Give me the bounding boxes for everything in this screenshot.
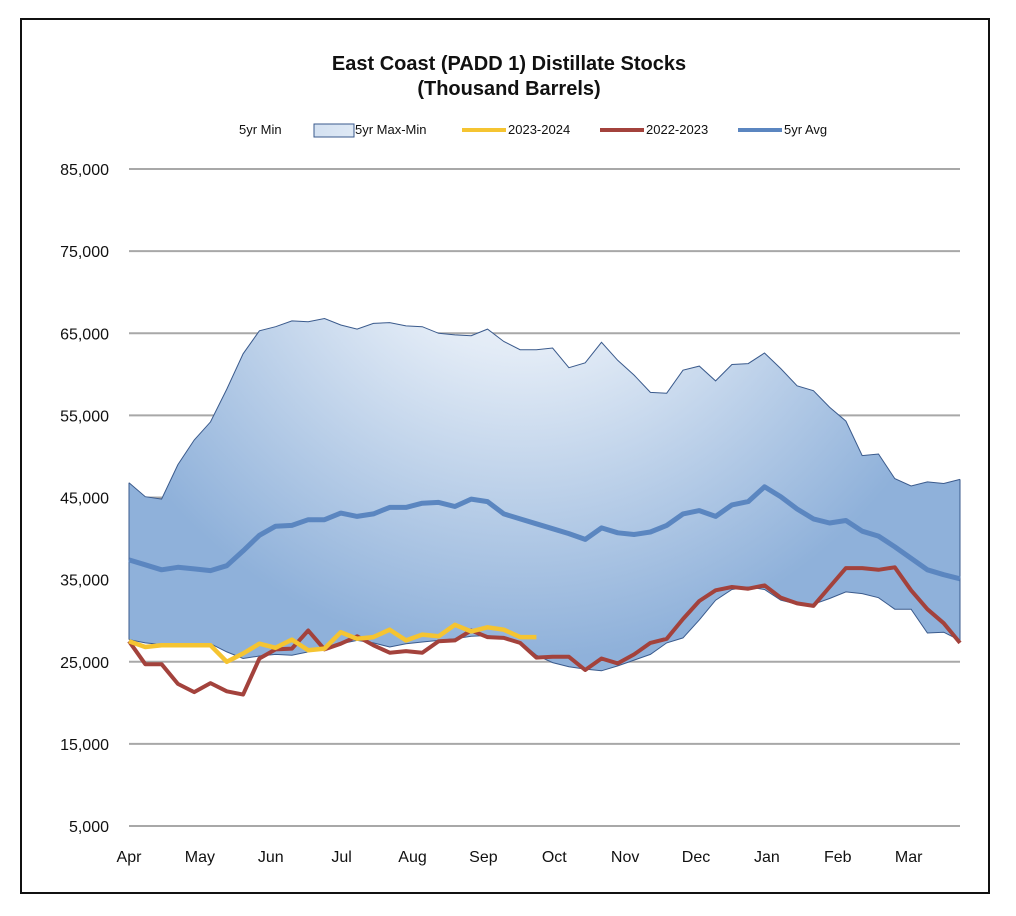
y-tick-label: 75,000: [60, 244, 109, 261]
series-2022-2023-line: [127, 565, 962, 697]
chart-title-line-1: East Coast (PADD 1) Distillate Stocks: [332, 53, 686, 75]
legend-label-2023-2024: 2023-2024: [508, 122, 570, 137]
x-tick-label: Oct: [542, 849, 567, 866]
band-5yr-max-min: [129, 318, 960, 671]
y-tick-label: 55,000: [60, 408, 109, 425]
x-tick-label: Aug: [398, 849, 426, 866]
legend-label-5yr-avg: 5yr Avg: [784, 122, 827, 137]
chart-title-line-2: (Thousand Barrels): [417, 78, 600, 100]
x-tick-label: Jan: [754, 849, 780, 866]
x-tick-label: Mar: [895, 849, 923, 866]
x-tick-label: Feb: [824, 849, 852, 866]
series-2023-2024-line: [128, 622, 537, 665]
x-axis-ticks: Apr May Jun Jul Aug Sep Oct Nov Dec Jan Feb Mar: [117, 849, 924, 866]
x-tick-label: Jul: [331, 849, 351, 866]
series-5yr-max-line: [128, 317, 961, 500]
y-tick-label: 5,000: [69, 819, 109, 836]
y-tick-label: 65,000: [60, 326, 109, 343]
x-tick-label: Apr: [117, 849, 143, 866]
legend-swatch-5yr-max-min: [313, 123, 355, 138]
y-axis-ticks: 85,000 75,000 65,000 55,000 45,000 35,000 25,0…: [60, 162, 109, 836]
y-tick-label: 45,000: [60, 491, 109, 508]
y-tick-label: 15,000: [60, 737, 109, 754]
legend-label-5yr-max-min: 5yr Max-Min: [355, 122, 427, 137]
legend-label-5yr-min: 5yr Min: [239, 122, 282, 137]
band-layer: [128, 317, 961, 672]
x-tick-label: Dec: [682, 849, 710, 866]
y-tick-label: 25,000: [60, 655, 109, 672]
legend-label-2022-2023: 2022-2023: [646, 122, 708, 137]
chart-svg: East Coast (PADD 1) Distillate Stocks (T…: [60, 53, 962, 866]
series-5yr-avg-line: [128, 484, 961, 582]
x-tick-label: Jun: [258, 849, 284, 866]
y-tick-label: 85,000: [60, 162, 109, 179]
legend: 5yr Min 5yr Max-Min 2023-2024 2022-2023 …: [239, 122, 827, 138]
chart-frame: East Coast (PADD 1) Distillate Stocks (T…: [20, 18, 990, 894]
x-tick-label: May: [185, 849, 215, 866]
y-tick-label: 35,000: [60, 573, 109, 590]
series-lines: [127, 484, 962, 697]
x-tick-label: Nov: [611, 849, 639, 866]
x-tick-label: Sep: [469, 849, 498, 866]
